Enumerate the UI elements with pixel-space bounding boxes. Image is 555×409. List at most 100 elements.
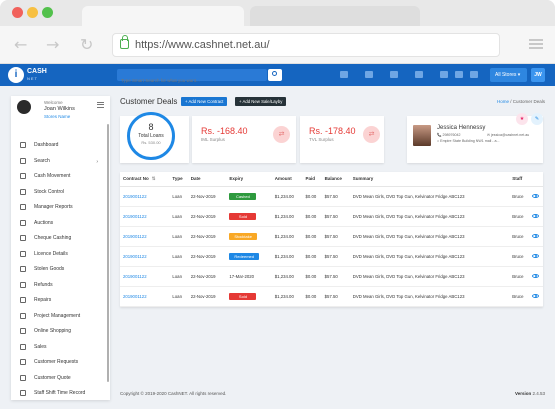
cell-type: Loan	[169, 246, 188, 267]
contract-link[interactable]: 2019001122	[120, 266, 170, 287]
project-icon	[20, 312, 26, 319]
reload-icon[interactable]: ↻	[80, 35, 94, 54]
sidebar-item-refunds[interactable]: Refunds	[11, 278, 107, 293]
breadcrumb-current: Customer Deals	[512, 99, 545, 104]
smart-search-input[interactable]	[117, 74, 267, 87]
sidebar-item-online-shopping[interactable]: Online Shopping	[11, 324, 107, 339]
view-icon[interactable]	[532, 213, 540, 218]
sidebar-item-customer-requests[interactable]: Customer Requests	[11, 355, 107, 370]
sidebar-item-manager-reports[interactable]: Manager Reports	[11, 200, 107, 215]
link-icon[interactable]	[415, 71, 423, 78]
browser-menu-icon[interactable]	[529, 39, 543, 49]
sidebar-item-search[interactable]: Search ›	[11, 154, 107, 169]
cell-summary: DVD Mean Girls, DVD Top Gun, Kelvinator …	[349, 206, 510, 227]
sidebar-item-sales[interactable]: Sales	[11, 340, 107, 355]
view-icon[interactable]	[532, 193, 540, 198]
repair-icon	[20, 297, 26, 303]
sidebar-item-licence-details[interactable]: Licence Details	[11, 247, 107, 262]
customer-photo	[413, 125, 431, 146]
sort-icon[interactable]: ⇅	[151, 175, 156, 181]
contract-link[interactable]: 2019001122	[120, 186, 170, 207]
contract-link[interactable]: 2019001122	[120, 286, 170, 307]
dashboard-icon	[20, 142, 26, 148]
globe-icon[interactable]	[455, 71, 463, 78]
cell-type: Loan	[169, 226, 188, 247]
address-bar[interactable]: https://www.cashnet.net.au/	[112, 33, 500, 57]
sidebar-item-staff-shift-time-record[interactable]: Staff Shift Time Record	[11, 386, 107, 400]
minimize-window-icon[interactable]	[27, 7, 38, 18]
mail-icon[interactable]	[365, 71, 373, 78]
sidebar-item-stolen-goods[interactable]: Stolen Goods	[11, 262, 107, 277]
version-label: Version	[514, 391, 532, 396]
sidebar-scrollbar[interactable]	[107, 124, 109, 382]
forward-arrow-icon[interactable]: →	[46, 35, 60, 54]
browser-tab-active[interactable]	[82, 6, 244, 26]
maximize-window-icon[interactable]	[42, 7, 53, 18]
contract-link[interactable]: 2019001122	[120, 206, 170, 227]
view-icon[interactable]	[532, 273, 540, 278]
cell-summary: DVD Mean Girls, DVD Top Gun, Kelvinator …	[349, 266, 510, 287]
settings-icon[interactable]	[470, 71, 478, 78]
cheque-icon	[20, 235, 26, 241]
cell-balance: $57.50	[321, 246, 350, 267]
sidebar-item-label: Search	[34, 157, 50, 164]
add-sale-button[interactable]: + Add New Sale/Layby	[235, 97, 287, 106]
tvl-amount: Rs. -178.40	[309, 126, 356, 136]
logo-icon[interactable]: i	[8, 67, 24, 83]
copyright: Copyright © 2019-2020 CashNET. All right…	[120, 391, 227, 396]
sidebar-item-repairs[interactable]: Repairs	[11, 293, 107, 308]
store-name[interactable]: Stores Name	[44, 114, 71, 119]
sidebar-item-project-management[interactable]: Project Management	[11, 309, 107, 324]
bank-icon[interactable]	[340, 71, 348, 78]
sidebar-item-dashboard[interactable]: Dashboard	[11, 138, 107, 153]
view-icon[interactable]	[532, 253, 540, 258]
cell-paid: $0.00	[302, 286, 322, 307]
column-header-label: Staff	[512, 176, 523, 182]
notes-icon[interactable]	[440, 71, 448, 78]
add-contract-button[interactable]: + Add New Contract	[181, 97, 228, 106]
back-arrow-icon[interactable]: ←	[14, 35, 28, 54]
view-icon[interactable]	[532, 233, 540, 238]
cell-summary: DVD Mean Girls, DVD Top Gun, Kelvinator …	[349, 246, 510, 267]
sidebar-item-auctions[interactable]: Auctions	[11, 216, 107, 231]
user-avatar[interactable]: JW	[531, 68, 545, 82]
sidebar-item-label: Cash Movement	[34, 173, 71, 179]
cash-icon	[20, 173, 26, 179]
browser-navbar: ← → ↻ https://www.cashnet.net.au/	[0, 26, 555, 64]
all-stores-dropdown[interactable]: All Stores ▾	[490, 68, 527, 82]
customer-name: Jessica Hennessy	[437, 125, 486, 131]
browser-tab[interactable]	[250, 6, 420, 26]
deals-table: Contract No ⇅ Type Date Expiry Amount Paid Bala…	[120, 172, 543, 307]
smart-search-box[interactable]	[117, 69, 267, 87]
view-icon[interactable]	[532, 293, 540, 298]
column-header-label: Summary	[352, 176, 374, 182]
sidebar-toggle-icon[interactable]	[97, 102, 104, 108]
swap-icon[interactable]: ⇄	[273, 126, 290, 143]
search-button[interactable]	[268, 69, 282, 81]
cell-date: 22-Nov-2019	[187, 286, 227, 307]
column-header[interactable]: Contract No ⇅	[120, 172, 170, 187]
url-text[interactable]: https://www.cashnet.net.au/	[135, 39, 270, 51]
sidebar-item-cash-movement[interactable]: Cash Movement	[11, 169, 107, 184]
chevron-right-icon[interactable]: ›	[96, 158, 98, 165]
search-icon	[20, 157, 26, 164]
cell-expiry: 17-Mar-2020	[226, 266, 272, 287]
sidebar-item-customer-quote[interactable]: Customer Quote	[11, 371, 107, 386]
table-header-row: Contract No ⇅ Type Date Expiry Amount Paid Bala…	[120, 172, 543, 187]
sidebar-item-label: Refunds	[34, 281, 53, 288]
cell-balance: $57.50	[321, 266, 350, 287]
column-header: Date	[187, 172, 227, 187]
avatar[interactable]	[17, 100, 31, 114]
pin-icon[interactable]: ★	[516, 113, 528, 125]
sidebar-item-cheque-cashing[interactable]: Cheque Cashing	[11, 231, 107, 246]
card-icon[interactable]	[390, 71, 398, 78]
contract-link[interactable]: 2019001122	[120, 226, 170, 247]
sidebar-item-stock-control[interactable]: Stock Control	[11, 185, 107, 200]
edit-icon[interactable]: ✎	[531, 113, 543, 125]
close-window-icon[interactable]	[12, 7, 23, 18]
swap-icon[interactable]: ⇄	[363, 126, 380, 143]
cell-amount: $1,234.00	[271, 226, 303, 247]
breadcrumb-home[interactable]: Home	[496, 99, 509, 104]
contract-link[interactable]: 2019001122	[120, 246, 170, 267]
